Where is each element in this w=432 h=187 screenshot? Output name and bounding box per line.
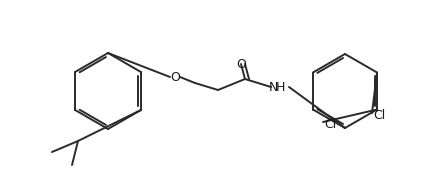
Text: O: O bbox=[170, 70, 180, 84]
Text: O: O bbox=[236, 58, 246, 71]
Text: N: N bbox=[268, 80, 278, 94]
Text: Cl: Cl bbox=[373, 108, 385, 122]
Text: Cl: Cl bbox=[324, 119, 336, 131]
Text: H: H bbox=[275, 80, 285, 94]
